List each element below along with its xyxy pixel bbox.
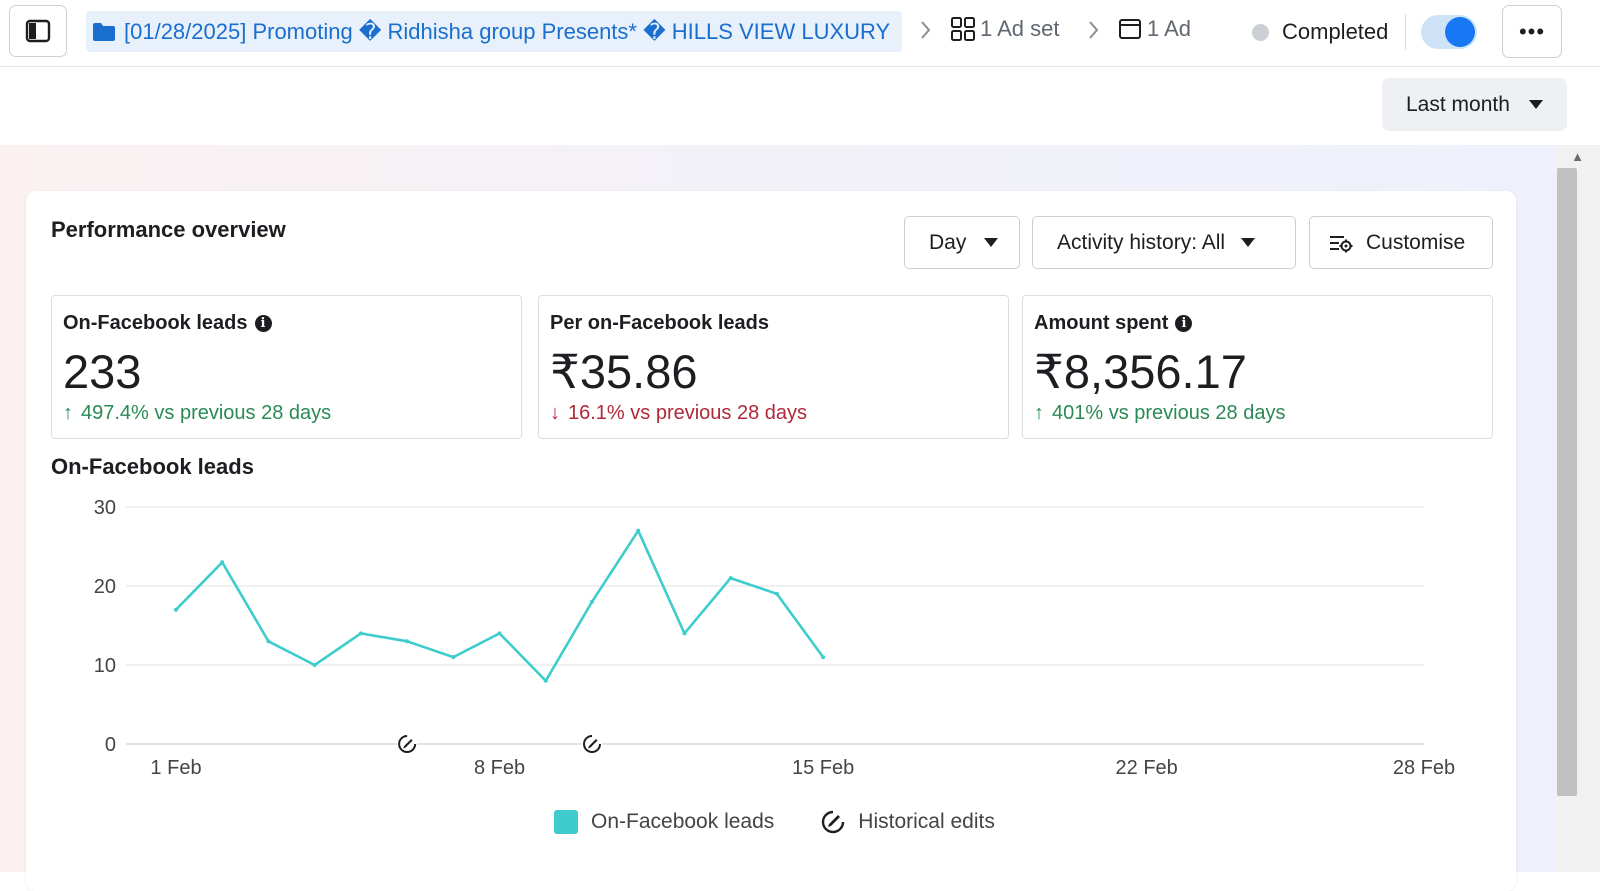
data-point — [358, 631, 363, 636]
campaign-on-off-toggle[interactable] — [1421, 15, 1477, 49]
scroll-up-arrow-icon[interactable]: ▲ — [1571, 149, 1584, 164]
more-options-button[interactable]: ••• — [1502, 5, 1562, 58]
legend-item-leads[interactable]: On-Facebook leads — [554, 810, 774, 834]
data-point — [682, 631, 687, 636]
legend-label: Historical edits — [858, 810, 995, 833]
data-point — [312, 663, 317, 667]
data-point — [497, 631, 502, 636]
y-tick-label: 30 — [94, 497, 116, 519]
adset-breadcrumb[interactable]: 1 Ad set — [950, 16, 1060, 42]
card-title: Performance overview — [51, 217, 286, 242]
metric-card-amount-spent[interactable]: Amount spent i ₹8,356.17 ↑ 401% vs previ… — [1022, 295, 1493, 439]
date-range-dropdown[interactable]: Last month — [1382, 78, 1567, 131]
y-tick-label: 0 — [105, 734, 116, 756]
y-tick-label: 10 — [94, 655, 116, 677]
metric-card-leads[interactable]: On-Facebook leads i 233 ↑ 497.4% vs prev… — [51, 295, 522, 439]
grid-icon — [951, 17, 975, 41]
info-icon[interactable]: i — [1175, 315, 1193, 332]
data-point — [266, 639, 271, 644]
arrow-down-icon: ↓ — [550, 402, 560, 424]
granularity-label: Day — [929, 230, 967, 254]
toggle-side-panel-button[interactable] — [9, 5, 67, 57]
legend-swatch — [554, 810, 578, 834]
metric-value: ₹8,356.17 — [1034, 345, 1247, 398]
campaign-name: [01/28/2025] Promoting � Ridhisha group … — [124, 18, 891, 44]
granularity-dropdown[interactable]: Day — [904, 216, 1020, 269]
customise-settings-icon — [1330, 235, 1353, 252]
metric-card-cost-per-lead[interactable]: Per on-Facebook leads ₹35.86 ↓ 16.1% vs … — [538, 295, 1009, 439]
caret-down-icon — [984, 238, 999, 247]
campaign-breadcrumb[interactable]: [01/28/2025] Promoting � Ridhisha group … — [86, 11, 902, 52]
toggle-knob — [1445, 17, 1475, 47]
activity-history-label: Activity history: All — [1057, 230, 1226, 254]
customise-label: Customise — [1366, 230, 1466, 254]
info-icon[interactable]: i — [254, 315, 272, 332]
metric-delta: ↓ 16.1% vs previous 28 days — [550, 402, 807, 425]
x-tick-label: 22 Feb — [1116, 757, 1178, 779]
scrollbar-thumb[interactable] — [1557, 168, 1577, 796]
performance-overview-card: Performance overview Day Activity histor… — [26, 191, 1516, 891]
data-point — [774, 591, 779, 596]
activity-history-dropdown[interactable]: Activity history: All — [1032, 216, 1296, 269]
metric-delta: ↑ 401% vs previous 28 days — [1034, 402, 1285, 425]
data-point — [220, 560, 225, 565]
folder-icon — [92, 22, 116, 42]
metric-delta-text: 16.1% vs previous 28 days — [568, 402, 808, 424]
metric-label: Amount spent — [1034, 312, 1169, 334]
top-bar: [01/28/2025] Promoting � Ridhisha group … — [0, 0, 1600, 67]
x-tick-label: 1 Feb — [150, 757, 201, 779]
metric-label-row: Per on-Facebook leads — [550, 312, 769, 335]
metric-value: 233 — [63, 345, 142, 398]
data-point — [821, 655, 826, 660]
x-tick-label: 28 Feb — [1393, 757, 1455, 779]
date-range-label: Last month — [1406, 92, 1510, 116]
customise-button[interactable]: Customise — [1309, 216, 1493, 269]
data-point — [728, 576, 733, 581]
x-tick-label: 15 Feb — [792, 757, 854, 779]
data-point — [636, 528, 641, 533]
metric-label-row: Amount spent i — [1034, 312, 1193, 335]
caret-down-icon — [1529, 100, 1543, 109]
status-dot-icon — [1252, 23, 1269, 41]
series-line — [175, 529, 825, 683]
vertical-scrollbar[interactable]: ▲ — [1555, 145, 1600, 872]
data-point — [590, 599, 594, 604]
metric-value: ₹35.86 — [550, 345, 698, 398]
status-label: Completed — [1282, 19, 1389, 44]
legend-item-historical-edits[interactable]: Historical edits — [820, 809, 995, 835]
chevron-right-icon — [1089, 21, 1099, 39]
metric-delta: ↑ 497.4% vs previous 28 days — [63, 402, 331, 425]
historical-edit-marker-icon[interactable] — [582, 734, 602, 754]
adset-label: 1 Ad set — [980, 16, 1060, 41]
ad-icon — [1119, 19, 1141, 39]
ad-label: 1 Ad — [1147, 16, 1192, 41]
historical-edit-marker-icon[interactable] — [397, 734, 418, 754]
caret-down-icon — [1241, 238, 1256, 247]
legend-label: On-Facebook leads — [591, 810, 775, 833]
data-point — [174, 607, 178, 612]
metric-delta-text: 401% vs previous 28 days — [1052, 402, 1286, 424]
campaign-status: Completed — [1252, 19, 1388, 45]
data-point — [451, 655, 456, 660]
side-panel-icon — [25, 19, 51, 43]
metric-delta-text: 497.4% vs previous 28 days — [81, 402, 332, 424]
chart-title: On-Facebook leads — [51, 454, 254, 479]
y-tick-label: 20 — [94, 576, 116, 598]
more-icon: ••• — [1518, 18, 1546, 44]
data-point — [543, 678, 548, 683]
x-tick-label: 8 Feb — [474, 757, 525, 779]
chevron-right-icon — [921, 21, 931, 39]
metric-label-row: On-Facebook leads i — [63, 312, 272, 335]
historical-edit-icon — [820, 809, 846, 835]
arrow-up-icon: ↑ — [63, 402, 73, 424]
chart-legend: On-Facebook leads Historical edits — [554, 809, 995, 835]
leads-line-chart: 0 10 20 30 1 Feb 8 Feb 15 Feb 22 Feb 28 Feb — [94, 497, 1455, 779]
divider — [1405, 14, 1406, 50]
arrow-up-icon: ↑ — [1034, 402, 1044, 424]
metric-label: On-Facebook leads — [63, 312, 248, 334]
metric-label: Per on-Facebook leads — [550, 312, 769, 334]
data-point — [405, 639, 410, 644]
ad-breadcrumb[interactable]: 1 Ad — [1118, 16, 1191, 42]
